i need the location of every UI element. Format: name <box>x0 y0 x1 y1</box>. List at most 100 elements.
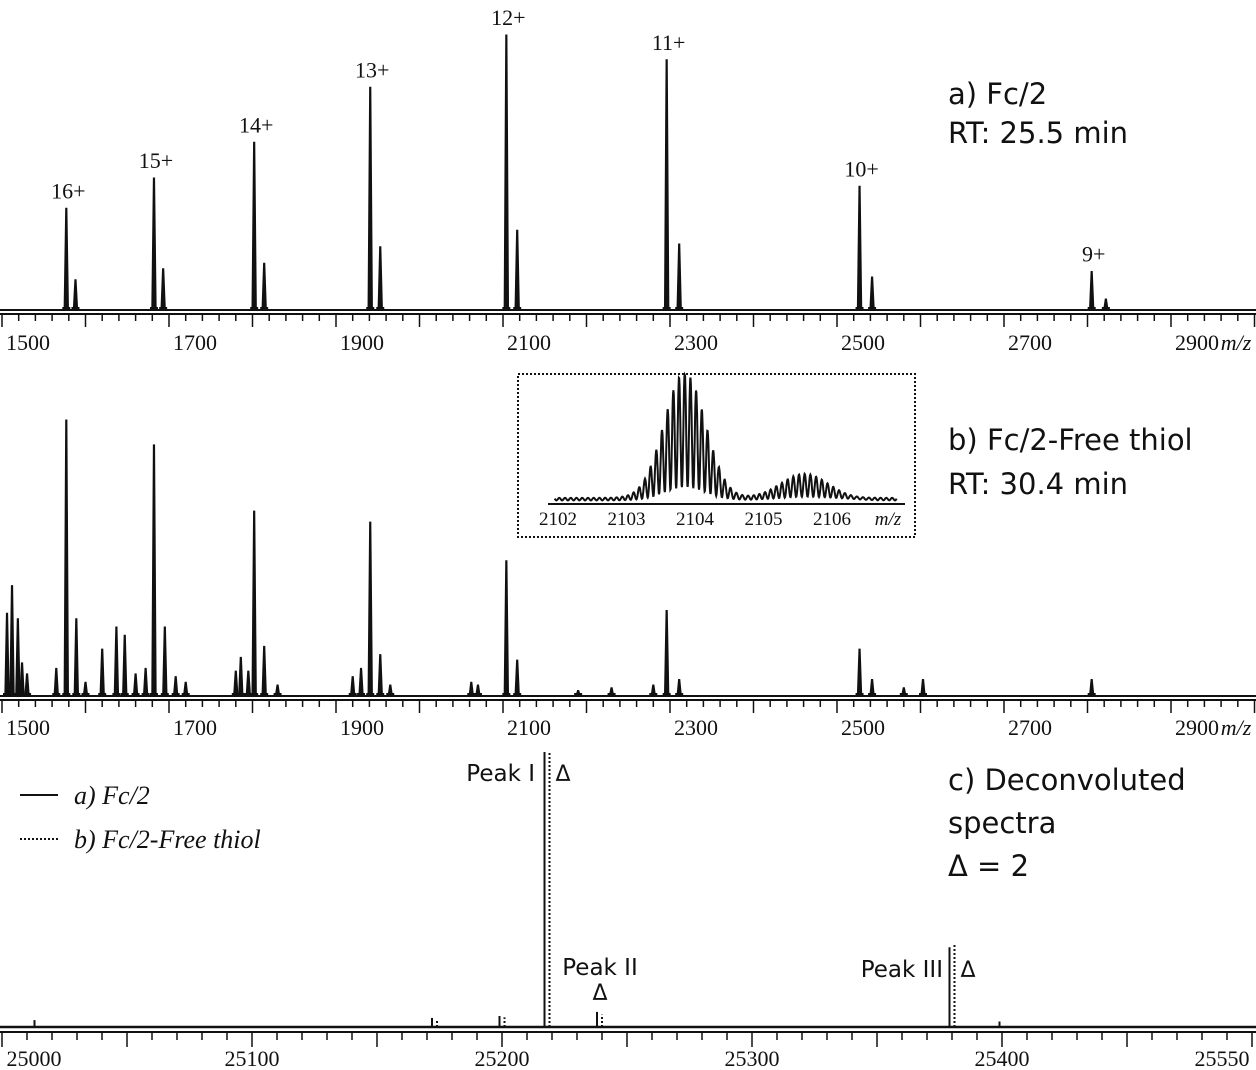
panel-a-peak <box>151 177 157 311</box>
panel-b-peak <box>514 659 520 697</box>
panel-a-x-axis-label: m/z <box>1221 330 1252 355</box>
peak-iii-label: Peak III <box>861 957 943 983</box>
panel-b-x-tick-label: 2900 <box>1175 715 1219 740</box>
panel-b-peak <box>113 626 120 697</box>
panel-b-peak <box>63 419 69 697</box>
panel-b-peak <box>172 676 179 697</box>
inset-x-tick-label: 2104 <box>676 509 715 530</box>
inset-x-tick-label: 2106 <box>813 509 851 530</box>
panel-b-x-tick-label: 2700 <box>1008 715 1052 740</box>
panel-a-peak <box>160 268 166 311</box>
panel-b-peak <box>142 667 149 697</box>
panel-b-peak <box>15 618 21 697</box>
panel-b-title: RT: 30.4 min <box>948 467 1128 501</box>
panel-b-peak <box>4 612 10 697</box>
panel-a-charge-state-label: 13+ <box>355 57 389 82</box>
panel-b-peak <box>151 444 157 697</box>
panel-a-peak <box>377 246 383 311</box>
panel-a-peak <box>869 276 875 311</box>
panel-a-x-tick-label: 2700 <box>1008 330 1052 355</box>
panel-a-x-tick-label: 2900 <box>1175 330 1219 355</box>
panel-b-x-tick-label: 1700 <box>173 715 217 740</box>
panel-a-peak <box>1088 271 1095 311</box>
legend-label: a) Fc/2 <box>74 781 150 810</box>
panel-a-charge-state-label: 10+ <box>844 156 878 181</box>
panel-b-peak <box>377 654 383 697</box>
panel-b-peak <box>132 673 139 697</box>
panel-a-x-tick-label: 1700 <box>173 330 217 355</box>
panel-b-x-axis-label: m/z <box>1221 715 1252 740</box>
panel-a-title: RT: 25.5 min <box>948 116 1128 150</box>
panel-a-peak <box>261 262 267 311</box>
panel-b-peak <box>162 626 168 697</box>
peak-ii-label: Peak II <box>562 955 638 981</box>
panel-a-x-tick-label: 2100 <box>507 330 551 355</box>
panel-b-peak <box>856 648 863 697</box>
panel-b-x-tick-label: 2300 <box>674 715 718 740</box>
inset-x-tick-label: 2102 <box>539 509 577 530</box>
panel-b-peak <box>238 656 244 697</box>
panel-a-x-tick-label: 1900 <box>340 330 384 355</box>
inset-x-tick-label: 2105 <box>745 509 783 530</box>
panel-c-x-tick-label: 25100 <box>225 1046 280 1070</box>
inset-x-axis-label: m/z <box>875 509 902 530</box>
panel-b-peak <box>920 678 926 697</box>
panel-a-peak <box>63 207 70 311</box>
panel-b-peak <box>676 678 682 697</box>
panel-c-x-tick-label: 25300 <box>725 1046 780 1070</box>
panel-b-peak <box>9 585 15 697</box>
panel-b-peak <box>367 521 373 697</box>
panel-b-peak <box>24 673 30 697</box>
panel-b-x-tick-label: 2100 <box>507 715 551 740</box>
panel-a-charge-state-label: 12+ <box>491 5 525 30</box>
panel-b-peak <box>99 648 105 697</box>
inset-x-tick-label: 2103 <box>608 509 646 530</box>
panel-b-peak <box>869 678 875 697</box>
legend-label: b) Fc/2-Free thiol <box>74 825 261 854</box>
peak-iii-delta-label: Δ <box>960 958 975 983</box>
panel-b-peak <box>182 681 189 697</box>
panel-c-title: Δ = 2 <box>948 849 1029 883</box>
panel-b-peak <box>358 667 364 697</box>
panel-b-x-tick-label: 1900 <box>340 715 384 740</box>
panel-a-peak <box>676 243 682 311</box>
panel-b-peak <box>73 618 80 697</box>
panel-b-peak <box>53 667 60 697</box>
peak-i-label: Peak I <box>466 761 535 787</box>
panel-b-x-tick-label: 2500 <box>841 715 885 740</box>
panel-b-peak <box>503 560 510 697</box>
panel-a-x-tick-label: 2300 <box>674 330 718 355</box>
panel-b-x-tick-label: 1500 <box>6 715 50 740</box>
inset-frame <box>517 373 916 538</box>
panel-b-peak <box>233 670 239 697</box>
panel-c-x-tick-label: 25200 <box>475 1046 530 1070</box>
panel-a-charge-state-label: 9+ <box>1082 242 1105 267</box>
panel-c-x-tick-label: 25000 <box>7 1046 62 1070</box>
inset-isotope-envelope <box>553 371 898 502</box>
panel-a-charge-state-label: 15+ <box>139 148 173 173</box>
panel-a-peak <box>72 279 79 311</box>
panel-b-peak <box>663 609 670 697</box>
panel-b-peak <box>245 670 252 697</box>
panel-a-charge-state-label: 16+ <box>51 178 85 203</box>
panel-a-x-tick-label: 1500 <box>6 330 50 355</box>
panel-a-peak <box>503 34 510 311</box>
panel-a-charge-state-label: 11+ <box>652 30 686 55</box>
panel-c-title: c) Deconvoluted <box>948 763 1186 797</box>
peak-ii-delta-label: Δ <box>592 981 607 1006</box>
panel-b-peak <box>261 645 267 697</box>
panel-b-peak <box>122 634 128 697</box>
panel-a-title: a) Fc/2 <box>948 77 1047 111</box>
panel-b-title: b) Fc/2-Free thiol <box>948 423 1193 457</box>
panel-b-peak <box>19 662 25 697</box>
panel-a-charge-state-label: 14+ <box>239 112 273 137</box>
panel-a-x-tick-label: 2500 <box>841 330 885 355</box>
panel-b-peak <box>251 510 257 697</box>
panel-a-peak <box>856 185 863 311</box>
panel-b-peak <box>82 681 89 697</box>
panel-c-x-tick-label: 25550 <box>1195 1046 1250 1070</box>
panel-a-peak <box>367 86 373 311</box>
panel-b-peak <box>1088 678 1095 697</box>
